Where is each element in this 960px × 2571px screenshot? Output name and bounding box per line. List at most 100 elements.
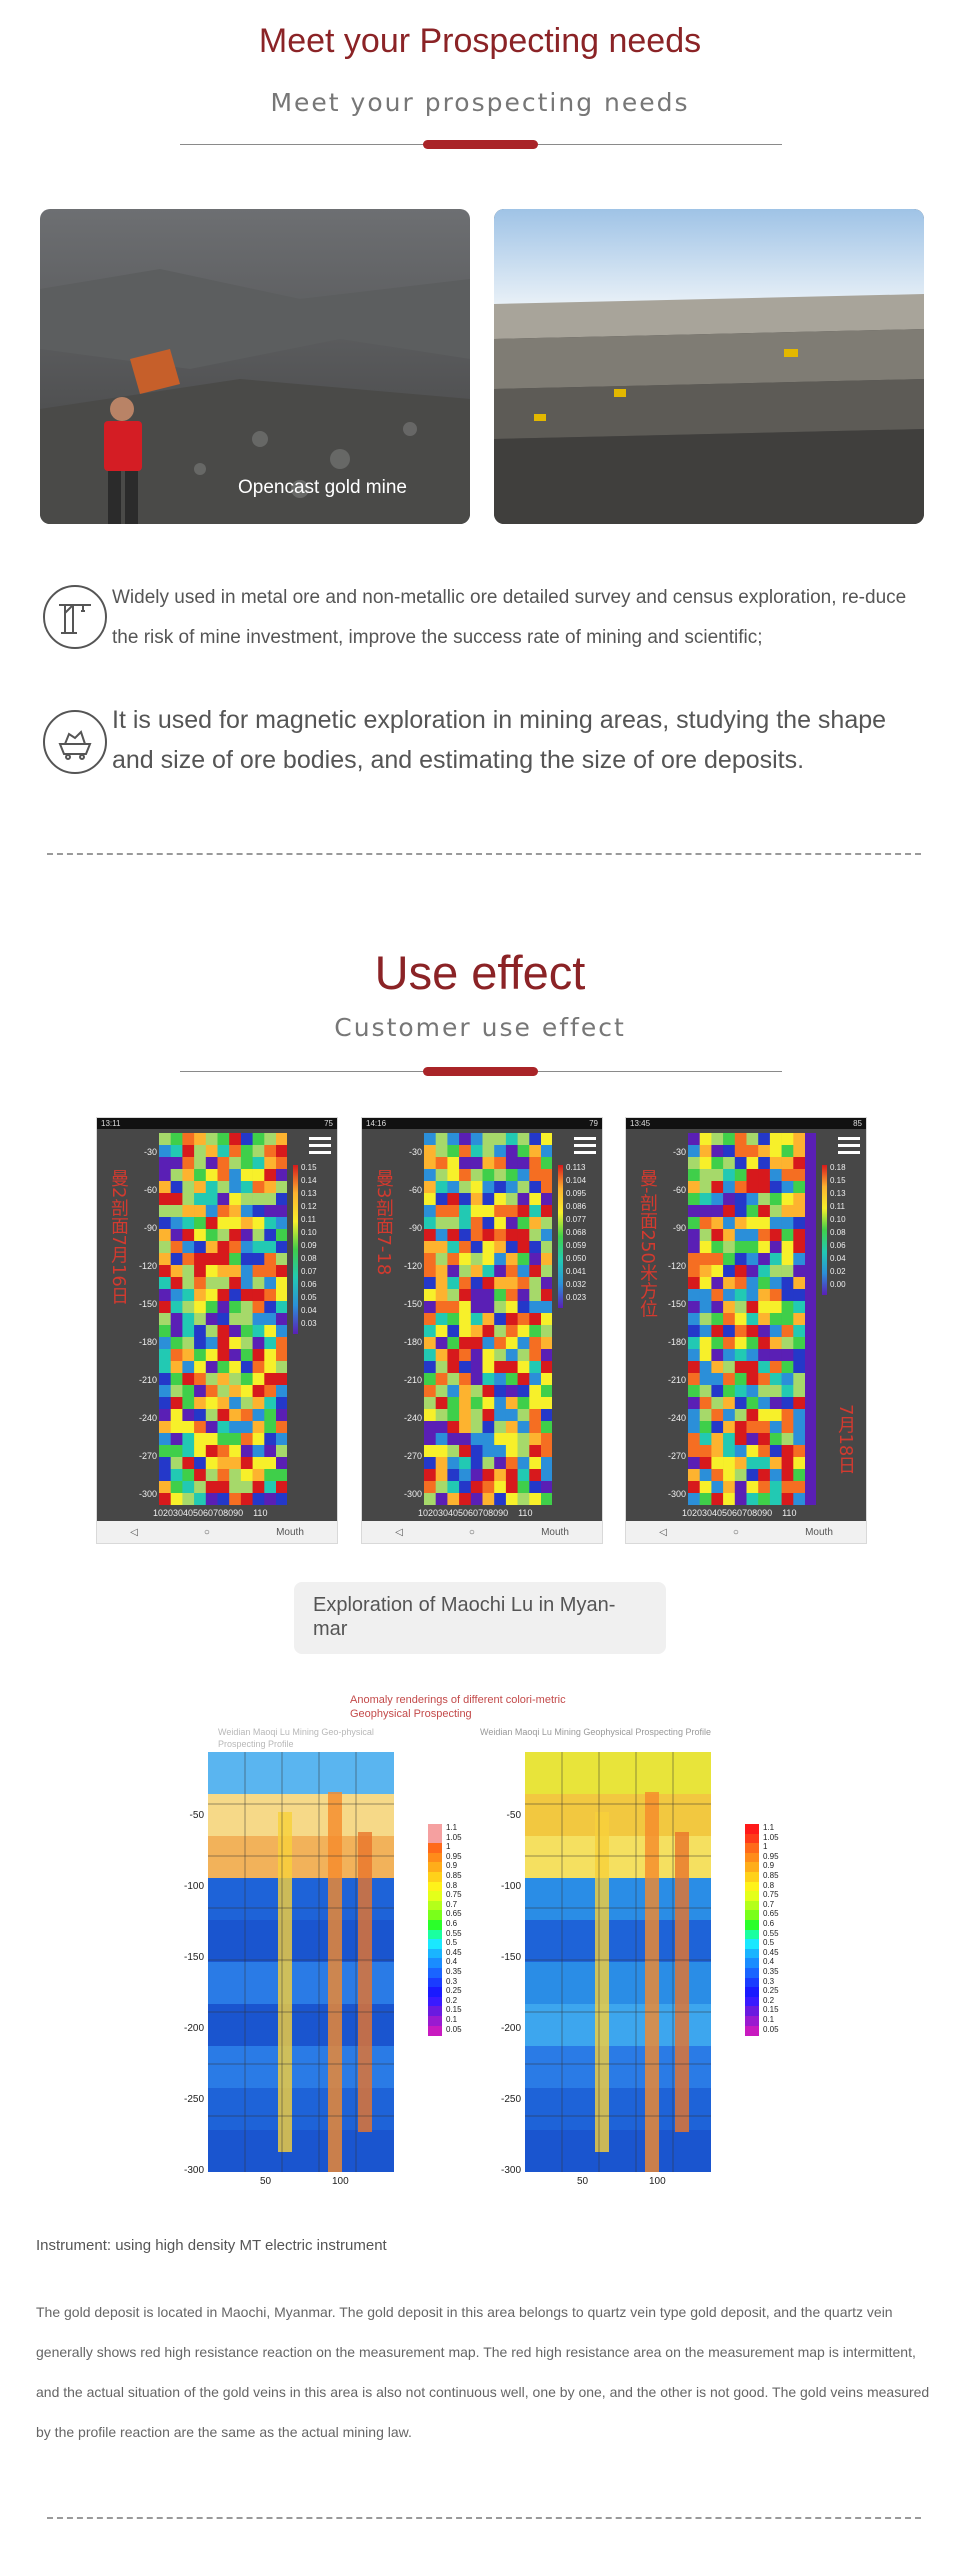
battery-level: 75 [324, 1119, 333, 1128]
legend-swatch [745, 1968, 759, 1978]
legend-swatch [745, 1920, 759, 1930]
legend-colorbar [822, 1165, 827, 1295]
y-tick-label: -300 [138, 1489, 157, 1499]
y-tick-label: -30 [672, 1147, 686, 1157]
legend-swatch [428, 2006, 442, 2017]
legend-swatch [745, 1843, 759, 1854]
legend-value: 0.068 [566, 1228, 587, 1237]
legend-value: 0.104 [566, 1176, 587, 1185]
legend-value: 0.06 [301, 1280, 317, 1289]
y-tick-label: -150 [403, 1299, 422, 1309]
legend-swatch [428, 1824, 442, 1834]
map-x-tick: 50 [260, 2176, 272, 2187]
legend-value: 0.5 [446, 1938, 458, 1948]
legend-swatch [745, 1996, 759, 2007]
y-tick-label: -180 [403, 1337, 422, 1347]
legend-value: 0.10 [830, 1215, 846, 1224]
legend-swatch [745, 1824, 759, 1834]
y-tick-label: -180 [138, 1337, 157, 1347]
accent-pill [423, 140, 538, 149]
legend-swatch [428, 1968, 442, 1978]
y-tick-label: -240 [403, 1413, 422, 1423]
legend-value: 0.95 [763, 1851, 779, 1861]
y-tick-label: -90 [672, 1223, 686, 1233]
legend-value: 0.041 [566, 1267, 587, 1276]
legend-swatch [428, 1929, 442, 1940]
legend-swatch [745, 1833, 759, 1844]
map-x-tick: 50 [577, 2176, 589, 2187]
legend-value: 1 [763, 1842, 768, 1852]
legend-colorbar [558, 1165, 563, 1308]
menu-icon[interactable] [838, 1135, 860, 1155]
legend-value: 1.1 [763, 1823, 775, 1832]
legend-value: 0.086 [566, 1202, 587, 1211]
anomaly-contour-map [525, 1752, 711, 2172]
legend-value: 0.35 [446, 1967, 462, 1976]
phone-screenshot: 13:11 75 曼2剖面7月16日 -30 -60 -90 -120 -150 -180 -21… [96, 1117, 338, 1544]
legend-value: 0.75 [763, 1890, 779, 1900]
map-y-tick: -200 [183, 2023, 204, 2034]
legend-swatch [745, 1987, 759, 1998]
legend-value: 0.18 [830, 1163, 846, 1172]
legend-value: 0.2 [763, 1995, 775, 2005]
status-time: 13:11 [101, 1119, 121, 1128]
back-icon[interactable]: ◁ [130, 1526, 138, 1538]
legend-value: 0.4 [763, 1957, 775, 1967]
nav-mouth-label: Mouth [276, 1526, 304, 1538]
feature-text-2: It is used for magnetic exploration in m… [112, 706, 887, 774]
legend-value: 0.4 [446, 1957, 458, 1967]
y-tick-label: -30 [143, 1147, 157, 1157]
legend-value: 0.15 [301, 1163, 317, 1172]
back-icon[interactable]: ◁ [395, 1526, 403, 1538]
legend-value: 0.1 [763, 2015, 775, 2024]
legend-swatch [745, 1862, 759, 1873]
legend-value: 0.9 [446, 1861, 458, 1871]
legend-value: 0.65 [446, 1909, 462, 1919]
menu-icon[interactable] [309, 1135, 331, 1155]
phone-nav-bar: ◁ ○ Mouth [97, 1521, 337, 1543]
y-tick-label: -240 [667, 1413, 686, 1423]
y-tick-label: -120 [403, 1261, 422, 1271]
resistivity-heatmap [159, 1133, 287, 1505]
phone-nav-bar: ◁ ○ Mouth [626, 1521, 866, 1543]
opencast-mine-photo [40, 209, 470, 524]
profile-label: 曼2剖面7月16日 [108, 1169, 129, 1305]
home-icon[interactable]: ○ [468, 1526, 475, 1538]
map-right-title: Weidian Maoqi Lu Mining Geophysical Pros… [480, 1727, 711, 1737]
phone-screenshot: 13:45 85 曼-剖面250米方位 7月18日 -30 -60 -90 -120 -150 -… [625, 1117, 867, 1544]
y-tick-label: -60 [143, 1185, 157, 1195]
legend-swatch [428, 1977, 442, 1988]
legend-swatch [745, 2016, 759, 2026]
map-y-tick: -200 [500, 2023, 521, 2034]
x-tick-labels: 102030405060708090 110 [418, 1508, 533, 1518]
legend-value: 0.45 [763, 1947, 779, 1957]
legend-value: 0.050 [566, 1254, 587, 1263]
legend-value: 0.6 [763, 1919, 775, 1928]
profile-date-label: 7月18日 [835, 1404, 856, 1475]
legend-swatch [745, 1910, 759, 1921]
map-y-tick: -50 [506, 1810, 521, 1821]
home-icon[interactable]: ○ [732, 1526, 739, 1538]
phone-plot-area: 曼-剖面250米方位 7月18日 -30 -60 -90 -120 -150 -180 -210… [626, 1129, 866, 1521]
section-subtitle: Meet your prospecting needs [270, 88, 690, 117]
instrument-text: Instrument: using high density MT electr… [36, 2237, 387, 2254]
y-tick-label: -90 [143, 1223, 157, 1233]
legend-value: 0.08 [830, 1228, 846, 1237]
menu-icon[interactable] [574, 1135, 596, 1155]
y-tick-label: -60 [408, 1185, 422, 1195]
legend-swatch [745, 1977, 759, 1988]
legend-value: 0.07 [301, 1267, 317, 1276]
legend-swatch [428, 1833, 442, 1844]
x-tick-labels: 102030405060708090 110 [153, 1508, 268, 1518]
back-icon[interactable]: ◁ [659, 1526, 667, 1538]
legend-value: 0.077 [566, 1215, 587, 1224]
map-y-tick: -250 [183, 2094, 204, 2105]
profile-label: 曼3剖面7-18 [373, 1169, 394, 1276]
home-icon[interactable]: ○ [203, 1526, 210, 1538]
legend-value: 0.1 [446, 2015, 458, 2024]
legend-value: 0.02 [830, 1267, 846, 1276]
legend-value: 0.5 [763, 1938, 775, 1948]
map-y-tick: -300 [500, 2165, 521, 2176]
legend-value: 0.25 [446, 1986, 462, 1996]
legend-value: 1.1 [446, 1823, 458, 1832]
